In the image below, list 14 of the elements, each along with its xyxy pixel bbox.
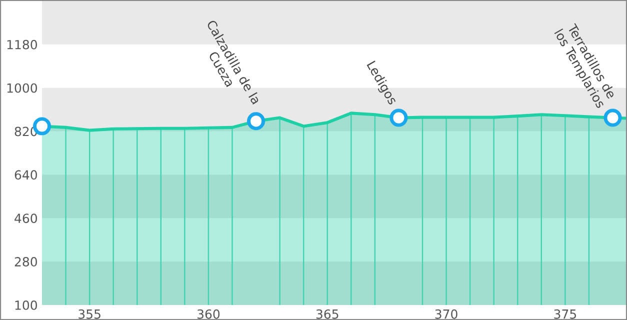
x-tick-label: 370 bbox=[435, 309, 458, 319]
point bbox=[247, 112, 266, 130]
y-tick-label: 1000 bbox=[7, 83, 38, 93]
x-tick-label: 365 bbox=[316, 309, 338, 319]
y-tick-label: 280 bbox=[14, 257, 38, 266]
y-tick-label: 640 bbox=[14, 170, 38, 180]
point bbox=[604, 108, 622, 127]
x-tick-label: 375 bbox=[554, 309, 576, 319]
x-tick-label: 355 bbox=[78, 309, 100, 319]
y-tick-label: 460 bbox=[14, 214, 38, 224]
x-tick-label: 360 bbox=[197, 309, 220, 319]
point bbox=[390, 108, 408, 127]
y-tick-label: 1180 bbox=[7, 40, 38, 50]
y-tick-label: 100 bbox=[15, 300, 38, 310]
